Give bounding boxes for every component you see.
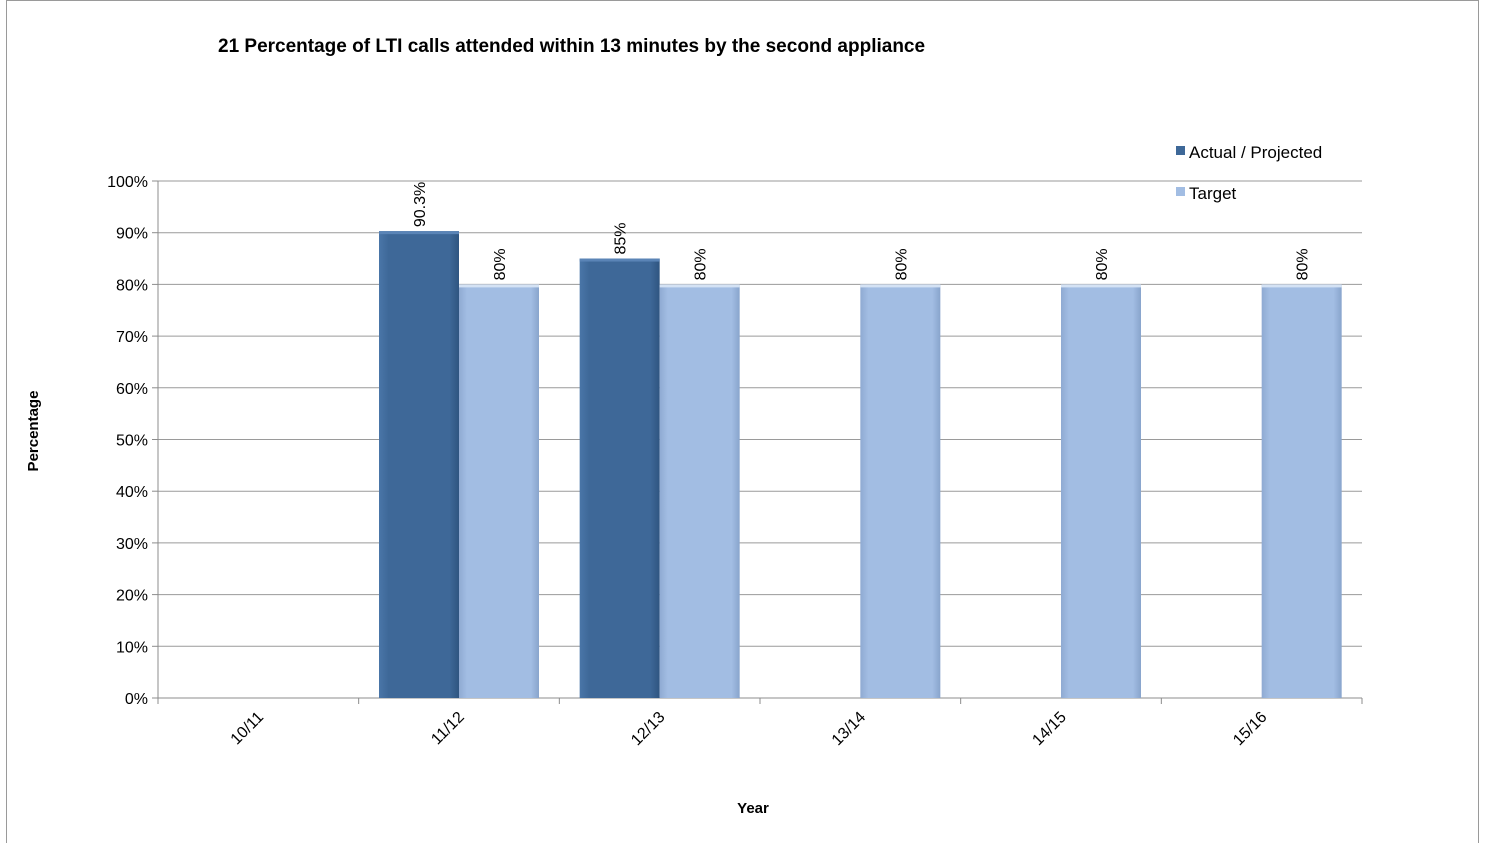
- legend: Actual / Projected Target: [1176, 143, 1322, 203]
- data-label: 80%: [1094, 248, 1111, 280]
- legend-label-target: Target: [1189, 184, 1237, 203]
- legend-label-actual: Actual / Projected: [1189, 143, 1322, 162]
- bar-target: [860, 284, 941, 698]
- bar-actual: [379, 231, 459, 699]
- chart-frame: 21 Percentage of LTI calls attended with…: [6, 0, 1479, 843]
- y-axis-title: Percentage: [25, 391, 42, 472]
- x-tick-label: 15/16: [1230, 709, 1270, 749]
- gridlines: [152, 180, 1363, 704]
- legend-swatch-actual: [1176, 146, 1185, 155]
- y-tick-label: 20%: [116, 588, 148, 605]
- data-label: 90.3%: [412, 182, 429, 227]
- data-labels: 90.3% 85% 80% 80% 80% 80% 80%: [412, 182, 1312, 281]
- y-tick-label: 100%: [107, 174, 148, 191]
- bar-target: [459, 284, 539, 698]
- bar-cap: [1261, 284, 1342, 288]
- bar-cap: [860, 284, 941, 288]
- bar-cap: [659, 284, 740, 288]
- bar-target: [1061, 284, 1141, 698]
- y-tick-label: 0%: [125, 691, 148, 708]
- data-label: 80%: [693, 248, 710, 280]
- y-tick-label: 40%: [116, 484, 148, 501]
- legend-swatch-target: [1176, 187, 1185, 196]
- x-tick-label: 13/14: [829, 709, 869, 749]
- y-tick-label: 80%: [116, 277, 148, 294]
- x-axis-title: Year: [737, 800, 769, 817]
- data-label: 80%: [1295, 248, 1312, 280]
- x-tick-label: 10/11: [228, 709, 268, 749]
- y-tick-label: 60%: [116, 381, 148, 398]
- y-tick-label: 10%: [116, 639, 148, 656]
- data-label: 85%: [613, 223, 630, 255]
- data-label: 80%: [492, 248, 509, 280]
- bar-cap: [459, 284, 539, 288]
- bar-cap: [1061, 284, 1141, 288]
- x-tick-label: 12/13: [628, 709, 668, 749]
- bar-chart: 21 Percentage of LTI calls attended with…: [25, 36, 1363, 817]
- bar-target: [1261, 284, 1342, 698]
- y-tick-label: 90%: [116, 226, 148, 243]
- x-tick-label: 14/15: [1029, 709, 1069, 749]
- bar-target: [659, 284, 740, 698]
- chart-title: 21 Percentage of LTI calls attended with…: [218, 36, 925, 57]
- data-label: 80%: [893, 248, 910, 280]
- bars: [379, 231, 1342, 699]
- x-tick-label: 11/12: [428, 709, 468, 749]
- bar-cap: [379, 231, 459, 235]
- y-tick-label: 50%: [116, 433, 148, 450]
- y-axis-ticks: 0% 10% 20% 30% 40% 50% 60% 70% 80% 90% 100%: [107, 174, 148, 708]
- y-tick-label: 30%: [116, 536, 148, 553]
- x-axis-ticks: 10/11 11/12 12/13 13/14 14/15 15/16: [228, 709, 1271, 749]
- bar-actual: [579, 258, 660, 698]
- bar-cap: [579, 258, 660, 262]
- y-tick-label: 70%: [116, 329, 148, 346]
